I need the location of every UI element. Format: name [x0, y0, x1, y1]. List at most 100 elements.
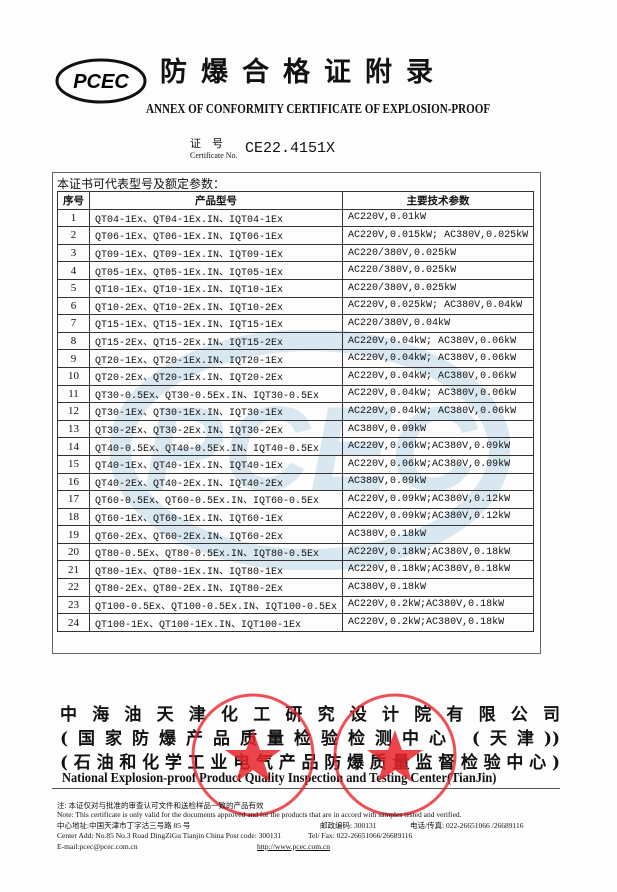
- technical-params: AC380V,0.18kW: [342, 525, 535, 544]
- technical-params: AC220V,0.04kW; AC380V,0.06kW: [342, 384, 535, 404]
- note-cn: 注: 本证仅对与批准的审查认可文件和送检样品一致的产品有效: [57, 801, 264, 810]
- technical-params: AC220/380V,0.025kW: [342, 243, 535, 263]
- org-name-line3: (石油和化学工业电气产品防爆质量监督检验中心): [60, 753, 560, 773]
- row-number: 21: [57, 560, 90, 580]
- row-number: 10: [57, 366, 90, 386]
- product-model: QT100-0.5Ex、QT100-0.5Ex.IN、IQT100-0.5Ex: [88, 595, 344, 615]
- product-model: QT30-2Ex、QT30-2Ex.IN、IQT30-2Ex: [88, 419, 344, 439]
- table-row: 4 QT05-1Ex、QT05-1Ex.IN、IQT05-1Ex AC220/380…: [57, 261, 535, 280]
- table-row: 3 QT09-1Ex、QT09-1Ex.IN、IQT09-1Ex AC220/380…: [57, 243, 535, 263]
- table-row: 18 QT60-1Ex、QT60-1Ex.IN、IQT60-1Ex AC220V,0…: [57, 507, 535, 527]
- table-row: 23 QT100-0.5Ex、QT100-0.5Ex.IN、IQT100-0.5E…: [57, 595, 535, 615]
- table-row: 22 QT80-2Ex、QT80-2Ex.IN、IQT80-2Ex AC380V,0…: [57, 578, 535, 597]
- address-en: Center Add: No.85 No.3 Road DingZiGu Tia…: [57, 831, 282, 840]
- technical-params: AC220V,0.09kW;AC380V,0.12kW: [342, 490, 535, 509]
- row-number: 23: [57, 595, 90, 615]
- official-stamp-right: [333, 693, 457, 817]
- technical-params: AC220V,0.2kW;AC380V,0.18kW: [342, 595, 535, 615]
- title-chinese: 防爆合格证附录: [160, 57, 447, 88]
- table-row: 17 QT60-0.5Ex、QT60-0.5Ex.IN、IQT60-0.5Ex AC…: [57, 490, 535, 509]
- product-model: QT30-0.5Ex、QT30-0.5Ex.IN、IQT30-0.5Ex: [88, 384, 344, 404]
- product-model: QT20-2Ex、QT20-1Ex.IN、IQT20-2Ex: [88, 366, 344, 386]
- product-model: QT30-1Ex、QT30-1Ex.IN、IQT30-1Ex: [88, 402, 344, 421]
- tel-cn: 电话/传真: 022-26651066 /26689116: [410, 821, 524, 830]
- row-number: 18: [57, 507, 90, 527]
- row-number: 17: [57, 490, 90, 509]
- row-number: 5: [57, 278, 90, 298]
- table-row: 13 QT30-2Ex、QT30-2Ex.IN、IQT30-2Ex AC380V,0…: [57, 419, 535, 439]
- table-row: 8 QT15-2Ex、QT15-2Ex.IN、IQT15-2Ex AC220V,0.…: [57, 331, 535, 351]
- technical-params: AC380V,0.09kW: [342, 419, 535, 439]
- technical-params: AC220V,0.18kW;AC380V,0.18kW: [342, 560, 535, 580]
- product-model: QT06-1Ex、QT06-1Ex.IN、IQT06-1Ex: [88, 226, 344, 245]
- table-row: 11 QT30-0.5Ex、QT30-0.5Ex.IN、IQT30-0.5Ex AC…: [57, 384, 535, 404]
- table-header-row: 序号 产品型号 主要技术参数: [57, 191, 535, 210]
- product-model: QT60-2Ex、QT60-2Ex.IN、IQT60-2Ex: [88, 525, 344, 544]
- technical-params: AC220/380V,0.025kW: [342, 278, 535, 298]
- row-number: 8: [57, 331, 90, 351]
- table-row: 21 QT80-1Ex、QT80-1Ex.IN、IQT80-1Ex AC220V,0…: [57, 560, 535, 580]
- table-frame: [52, 172, 541, 654]
- table-row: 10 QT20-2Ex、QT20-1Ex.IN、IQT20-2Ex AC220V,0…: [57, 366, 535, 386]
- technical-params: AC220V,0.06kW;AC380V,0.09kW: [342, 454, 535, 474]
- product-model: QT05-1Ex、QT05-1Ex.IN、IQT05-1Ex: [88, 261, 344, 280]
- note-en: Note: This certificate is only valid for…: [57, 810, 462, 819]
- technical-params: AC220V,0.04kW; AC380V,0.06kW: [342, 366, 535, 386]
- technical-params: AC220V,0.01kW: [342, 208, 535, 228]
- table-row: 19 QT60-2Ex、QT60-2Ex.IN、IQT60-2Ex AC380V,0…: [57, 525, 535, 544]
- postcode-cn: 邮政编码: 300131: [320, 821, 377, 830]
- technical-params: AC220V,0.06kW;AC380V,0.09kW: [342, 437, 535, 456]
- email: E-mail:pcec@pcec.com.cn: [57, 842, 138, 851]
- product-model: QT40-2Ex、QT40-2Ex.IN、IQT40-2Ex: [88, 472, 344, 492]
- cert-label-en: Certificate No.: [190, 151, 238, 160]
- table-row: 20 QT80-0.5Ex、QT80-0.5Ex.IN、IQT80-0.5Ex AC…: [57, 542, 535, 562]
- row-number: 3: [57, 243, 90, 263]
- product-model: QT10-2Ex、QT10-2Ex.IN、IQT10-2Ex: [88, 296, 344, 316]
- row-number: 7: [57, 314, 90, 333]
- tel-en: Tel/ Fax: 022-26651066/26689116: [308, 831, 413, 840]
- product-model: QT15-2Ex、QT15-2Ex.IN、IQT15-2Ex: [88, 331, 344, 351]
- product-model: QT40-0.5Ex、QT40-0.5Ex.IN、IQT40-0.5Ex: [88, 437, 344, 456]
- row-number: 13: [57, 419, 90, 439]
- row-number: 9: [57, 349, 90, 368]
- row-number: 16: [57, 472, 90, 492]
- product-model: QT20-1Ex、QT20-1Ex.IN、IQT20-1Ex: [88, 349, 344, 368]
- product-model: QT80-0.5Ex、QT80-0.5Ex.IN、IQT80-0.5Ex: [88, 542, 344, 562]
- product-model: QT04-1Ex、QT04-1Ex.IN、IQT04-1Ex: [88, 208, 344, 228]
- technical-params: AC220V,0.18kW;AC380V,0.18kW: [342, 542, 535, 562]
- pcec-logo: PCEC: [55, 58, 147, 104]
- svg-text:PCEC: PCEC: [73, 71, 129, 93]
- row-number: 2: [57, 226, 90, 245]
- table-row: 2 QT06-1Ex、QT06-1Ex.IN、IQT06-1Ex AC220V,0.…: [57, 226, 535, 245]
- technical-params: AC220V,0.09kW;AC380V,0.12kW: [342, 507, 535, 527]
- row-number: 1: [57, 208, 90, 228]
- row-number: 20: [57, 542, 90, 562]
- table-row: 6 QT10-2Ex、QT10-2Ex.IN、IQT10-2Ex AC220V,0.…: [57, 296, 535, 316]
- official-stamp-left: [191, 693, 315, 817]
- row-number: 22: [57, 578, 90, 597]
- technical-params: AC380V,0.18kW: [342, 578, 535, 597]
- product-model: QT09-1Ex、QT09-1Ex.IN、IQT09-1Ex: [88, 243, 344, 263]
- table-row: 1 QT04-1Ex、QT04-1Ex.IN、IQT04-1Ex AC220V,0.…: [57, 208, 535, 228]
- certificate-number-label: 证 号 Certificate No.: [190, 138, 238, 162]
- address-cn: 中心地址:中国天津市丁字沽三号路 85 号: [57, 821, 191, 830]
- product-model: QT40-1Ex、QT40-1Ex.IN、IQT40-1Ex: [88, 454, 344, 474]
- table-row: 7 QT15-1Ex、QT15-1Ex.IN、IQT15-1Ex AC220/380…: [57, 314, 535, 333]
- table-row: 9 QT20-1Ex、QT20-1Ex.IN、IQT20-1Ex AC220V,0.…: [57, 349, 535, 368]
- website-link[interactable]: http://www.pcec.com.cn: [257, 842, 331, 851]
- certificate-number: CE22.4151X: [245, 140, 336, 157]
- row-number: 24: [57, 613, 90, 632]
- table-row: 15 QT40-1Ex、QT40-1Ex.IN、IQT40-1Ex AC220V,0…: [57, 454, 535, 474]
- title-english: ANNEX OF CONFORMITY CERTIFICATE OF EXPLO…: [146, 101, 491, 116]
- product-model: QT10-1Ex、QT10-1Ex.IN、IQT10-1Ex: [88, 278, 344, 298]
- header-model: 产品型号: [88, 191, 344, 210]
- product-model: QT60-0.5Ex、QT60-0.5Ex.IN、IQT60-0.5Ex: [88, 490, 344, 509]
- row-number: 15: [57, 454, 90, 474]
- technical-params: AC220/380V,0.04kW: [342, 314, 535, 333]
- technical-params: AC220V,0.04kW; AC380V,0.06kW: [342, 349, 535, 368]
- technical-params: AC220V,0.2kW;AC380V,0.18kW: [342, 613, 535, 632]
- header-no: 序号: [57, 191, 90, 210]
- table-intro: 本证书可代表型号及额定参数：: [57, 177, 226, 191]
- technical-params: AC220V,0.04kW; AC380V,0.06kW: [342, 331, 535, 351]
